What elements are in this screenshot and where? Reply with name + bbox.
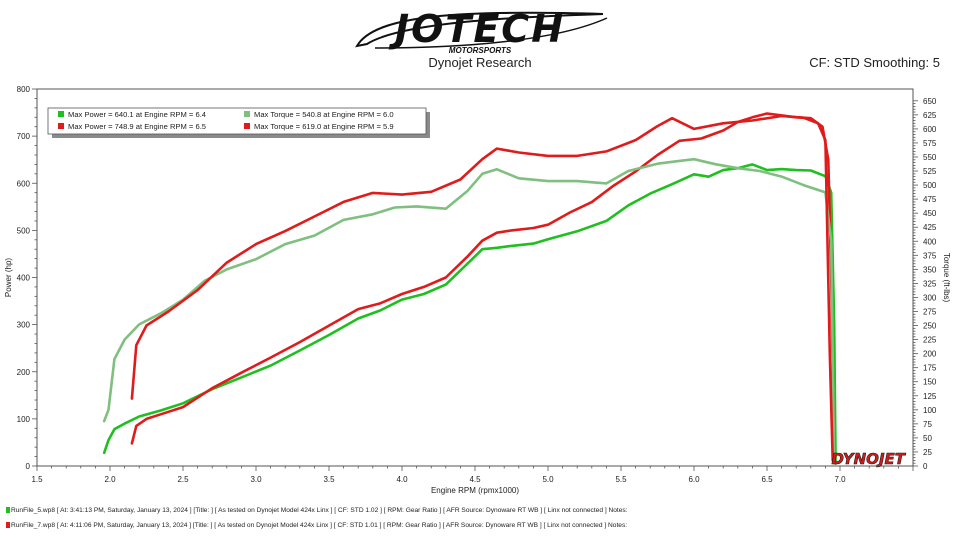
run-1-color-mark — [6, 507, 10, 514]
logo-subtitle: MOTORSPORTS — [448, 46, 512, 55]
jotech-logo: JOTECH MOTORSPORTS — [345, 7, 615, 55]
footer-run-1: RunFile_5.wp8 [ At: 3:41:13 PM, Saturday… — [6, 507, 628, 514]
legend-box — [47, 107, 427, 135]
y-tick-label: 200 — [17, 368, 31, 377]
legend-entry: Max Torque = 540.8 at Engine RPM = 6.0 — [254, 110, 394, 119]
y2-tick-label: 225 — [923, 336, 937, 345]
y2-tick-label: 300 — [923, 293, 937, 302]
footer-run-2: RunFile_7.wp8 [ At: 4:11:06 PM, Saturday… — [6, 522, 627, 529]
x-tick-label: 3.0 — [250, 475, 262, 484]
y-tick-label: 800 — [17, 85, 31, 94]
legend-swatch — [244, 111, 250, 117]
legend-entry: Max Power = 748.9 at Engine RPM = 6.5 — [68, 122, 206, 131]
y2-tick-label: 100 — [923, 406, 937, 415]
x-tick-label: 5.0 — [542, 475, 554, 484]
y2-tick-label: 325 — [923, 279, 937, 288]
y2-tick-label: 125 — [923, 392, 937, 401]
y2-tick-label: 150 — [923, 378, 937, 387]
y2-tick-label: 550 — [923, 153, 937, 162]
x-tick-label: 4.0 — [396, 475, 408, 484]
y2-tick-label: 625 — [923, 111, 937, 120]
plot-frame — [36, 88, 914, 467]
header-cf-info: CF: STD Smoothing: 5 — [809, 55, 940, 70]
logo-swoosh — [355, 11, 608, 49]
x-axis-label: Engine RPM (rpmx1000) — [431, 486, 519, 495]
logo-brand: JOTECH — [394, 7, 565, 51]
dynojet-mark: DYNOJET — [831, 450, 906, 468]
x-tick-label: 2.5 — [177, 475, 189, 484]
series-line-4 — [130, 114, 835, 462]
y2-tick-label: 500 — [923, 181, 937, 190]
legend-swatch — [244, 123, 250, 129]
run-2-color-mark — [6, 522, 10, 529]
y-tick-label: 700 — [17, 132, 31, 141]
y2-tick-label: 75 — [923, 420, 932, 429]
x-tick-label: 6.0 — [688, 475, 700, 484]
series-line-3 — [102, 157, 836, 465]
y2-tick-label: 50 — [923, 434, 932, 443]
legend-swatch — [58, 123, 64, 129]
y-axis-label: Power (hp) — [4, 258, 13, 297]
y2-tick-label: 400 — [923, 237, 937, 246]
series-line-2 — [130, 112, 836, 463]
y2-tick-label: 525 — [923, 167, 937, 176]
y-tick-label: 600 — [17, 179, 31, 188]
footer-run-1-text: RunFile_5.wp8 [ At: 3:41:13 PM, Saturday… — [11, 507, 628, 514]
y2-tick-label: 375 — [923, 251, 937, 260]
y2-tick-label: 275 — [923, 307, 937, 316]
y2-tick-label: 350 — [923, 265, 937, 274]
header-title: Dynojet Research — [428, 55, 532, 70]
y-tick-label: 100 — [17, 415, 31, 424]
x-tick-label: 6.5 — [761, 475, 773, 484]
legend-swatch — [58, 111, 64, 117]
y2-tick-label: 450 — [923, 209, 937, 218]
y2-tick-label: 575 — [923, 139, 937, 148]
y2-tick-label: 200 — [923, 350, 937, 359]
y2-tick-label: 0 — [923, 462, 928, 471]
y-tick-label: 300 — [17, 321, 31, 330]
y-tick-label: 0 — [26, 462, 31, 471]
y2-tick-label: 600 — [923, 125, 937, 134]
x-tick-label: 4.5 — [469, 475, 481, 484]
x-tick-label: 2.0 — [104, 475, 116, 484]
x-tick-label: 3.5 — [323, 475, 335, 484]
x-tick-label: 1.5 — [31, 475, 43, 484]
y2-tick-label: 475 — [923, 195, 937, 204]
y2-tick-label: 425 — [923, 223, 937, 232]
y2-tick-label: 175 — [923, 364, 937, 373]
y2-tick-label: 250 — [923, 322, 937, 331]
x-tick-label: 5.5 — [615, 475, 627, 484]
legend-entry: Max Power = 640.1 at Engine RPM = 6.4 — [68, 110, 206, 119]
legend-entry: Max Torque = 619.0 at Engine RPM = 5.9 — [254, 122, 394, 131]
series-line-1 — [102, 163, 837, 465]
y2-axis-label: Torque (ft-lbs) — [942, 253, 951, 303]
y-tick-label: 500 — [17, 226, 31, 235]
y-tick-label: 400 — [17, 274, 31, 283]
y2-tick-label: 650 — [923, 97, 937, 106]
footer-run-2-text: RunFile_7.wp8 [ At: 4:11:06 PM, Saturday… — [11, 522, 628, 529]
x-tick-label: 7.0 — [834, 475, 846, 484]
y2-tick-label: 25 — [923, 448, 932, 457]
